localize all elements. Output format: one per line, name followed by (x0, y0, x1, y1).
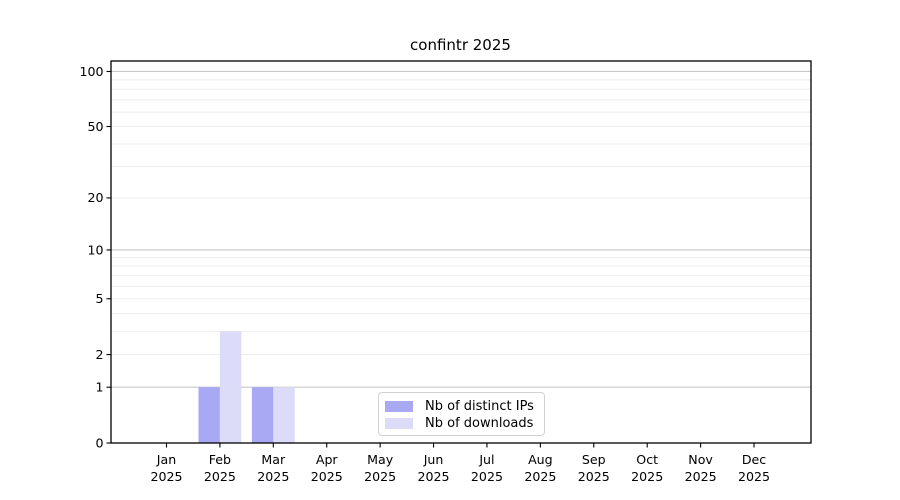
legend-item-downloads: Nb of downloads (385, 415, 544, 432)
x-tick-label-year: 2025 (204, 469, 236, 484)
x-tick-label-month: Apr (316, 452, 339, 467)
x-tick-label-month: Dec (742, 452, 766, 467)
x-tick-label-month: Jan (156, 452, 176, 467)
y-tick-label: 5 (95, 291, 103, 306)
x-tick-label-month: Sep (582, 452, 606, 467)
bar-downloads (219, 331, 242, 443)
legend-label-downloads: Nb of downloads (425, 416, 534, 431)
x-tick-label-year: 2025 (685, 469, 717, 484)
y-tick-label: 0 (95, 435, 103, 450)
y-tick-label: 50 (87, 119, 103, 134)
x-tick-label-month: Jul (478, 452, 494, 467)
x-tick-label-year: 2025 (578, 469, 610, 484)
axis-labels: Jan2025Feb2025Mar2025Apr2025May2025Jun20… (79, 64, 770, 484)
x-tick-label-month: Nov (688, 452, 713, 467)
x-tick-label-month: Jun (423, 452, 444, 467)
x-tick-label-month: May (367, 452, 394, 467)
chart-title: confintr 2025 (410, 36, 511, 54)
axis-ticks (106, 70, 755, 448)
x-tick-label-year: 2025 (418, 469, 450, 484)
x-tick-label-month: Aug (528, 452, 553, 467)
bars (198, 331, 295, 443)
x-tick-label-year: 2025 (364, 469, 396, 484)
y-tick-label: 100 (79, 64, 103, 79)
x-tick-label-month: Mar (261, 452, 286, 467)
y-tick-label: 2 (95, 347, 103, 362)
bar-downloads (273, 387, 295, 443)
x-tick-label-year: 2025 (311, 469, 343, 484)
bar-distinct-ips (251, 387, 274, 443)
bar-distinct-ips (198, 387, 220, 443)
x-tick-label-year: 2025 (471, 469, 503, 484)
axes-frame (110, 60, 812, 444)
y-tick-label: 10 (87, 242, 103, 257)
legend-item-distinct-ips: Nb of distinct IPs (385, 398, 544, 415)
x-tick-label-year: 2025 (738, 469, 770, 484)
y-tick-label: 20 (87, 190, 103, 205)
legend-label-distinct-ips: Nb of distinct IPs (425, 399, 534, 414)
x-tick-label-month: Feb (209, 452, 231, 467)
y-tick-label: 1 (95, 380, 103, 395)
gridlines (111, 70, 811, 388)
legend: Nb of distinct IPs Nb of downloads (378, 392, 545, 436)
x-tick-label-year: 2025 (524, 469, 556, 484)
x-tick-label-year: 2025 (257, 469, 289, 484)
x-tick-label-month: Oct (636, 452, 658, 467)
legend-swatch-distinct-ips (385, 401, 413, 412)
x-tick-label-year: 2025 (631, 469, 663, 484)
legend-swatch-downloads (385, 418, 413, 429)
plot-border (110, 60, 812, 444)
x-tick-label-year: 2025 (150, 469, 182, 484)
